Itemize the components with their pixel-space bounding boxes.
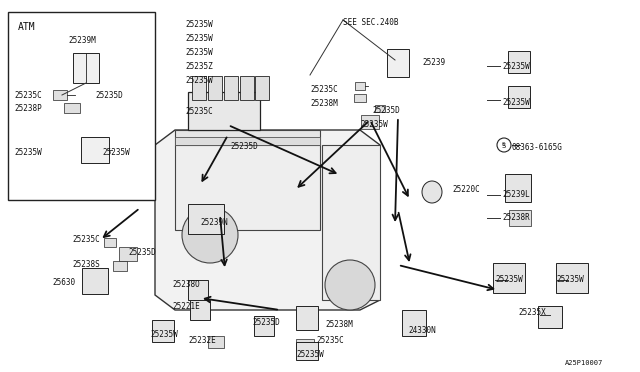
Bar [402,310,426,336]
Text: 25630: 25630 [52,278,75,287]
Polygon shape [175,130,320,145]
Bar [190,300,210,320]
Text: 25239N: 25239N [200,218,228,227]
Text: 25235C: 25235C [14,91,42,100]
Text: 25238M: 25238M [325,320,353,329]
Bar [508,51,530,73]
Bar [82,268,108,294]
Bar [8,12,155,200]
Bar [354,94,366,102]
Bar [119,247,137,261]
Bar [322,145,380,300]
Text: A25P10007: A25P10007 [565,360,604,366]
Text: 25235W: 25235W [185,48,212,57]
Text: 25239: 25239 [422,58,445,67]
Text: 25235W: 25235W [360,120,388,129]
Text: 25238R: 25238R [502,213,530,222]
Ellipse shape [422,181,442,203]
Bar [508,86,530,108]
Text: 25235D: 25235D [252,318,280,327]
Text: 25235W: 25235W [502,98,530,107]
Bar [355,82,365,90]
Text: 25235W: 25235W [296,350,324,359]
Text: 25235C: 25235C [72,235,100,244]
Bar [509,210,531,226]
Circle shape [182,207,238,263]
Text: 25238O: 25238O [172,280,200,289]
Text: 25220C: 25220C [452,185,480,194]
Bar [104,237,116,247]
Bar [296,306,318,330]
Text: 25235C: 25235C [316,336,344,345]
Bar [255,76,269,100]
Bar [152,320,174,342]
Bar [81,137,109,163]
Text: 25235W: 25235W [102,148,130,157]
Bar [254,316,274,336]
Text: 25235W: 25235W [185,76,212,85]
Bar [113,261,127,271]
Polygon shape [155,130,380,310]
Bar [240,76,254,100]
Text: 25235W: 25235W [185,34,212,43]
Bar [192,76,206,100]
Bar [175,145,320,230]
Text: 25232E: 25232E [188,336,216,345]
Text: 25238S: 25238S [72,260,100,269]
Bar [296,339,314,353]
Text: 25235X: 25235X [518,308,546,317]
Text: 25235W: 25235W [14,148,42,157]
Text: 25221E: 25221E [172,302,200,311]
Bar [53,90,67,100]
Bar [493,263,525,293]
Bar [188,92,260,130]
Text: 25239L: 25239L [502,190,530,199]
Text: 25235C: 25235C [185,107,212,116]
Text: 25235W: 25235W [502,62,530,71]
Bar [224,76,238,100]
Text: SEE SEC.240B: SEE SEC.240B [343,18,399,27]
Polygon shape [178,148,318,175]
Bar [73,53,99,83]
Text: 25235W: 25235W [495,275,523,284]
Bar [505,174,531,202]
Text: 25239M: 25239M [68,36,96,45]
Bar [387,49,409,77]
Bar [175,137,320,145]
Bar [188,280,208,300]
Text: 25238P: 25238P [14,104,42,113]
Text: 25235Z: 25235Z [185,62,212,71]
Text: 25235W: 25235W [185,20,212,29]
Text: S: S [501,143,505,149]
Bar [208,76,222,100]
Bar [375,105,385,112]
Text: 25235W: 25235W [150,330,178,339]
Text: S: S [502,142,506,148]
Circle shape [325,260,375,310]
Bar [208,336,224,348]
Text: 25235C: 25235C [310,85,338,94]
Circle shape [497,138,511,152]
Bar [188,204,224,234]
Bar [361,115,379,129]
Bar [64,103,80,113]
Bar [538,306,562,328]
Text: 25235W: 25235W [556,275,584,284]
Bar [556,263,588,293]
Text: 25235D: 25235D [230,142,258,151]
Text: ATM: ATM [18,22,36,32]
Text: 25235D: 25235D [128,248,156,257]
Text: 25235D: 25235D [95,91,123,100]
Text: 08363-6165G: 08363-6165G [511,143,562,152]
Text: 25238M: 25238M [310,99,338,108]
Bar [296,342,318,360]
Text: 24330N: 24330N [408,326,436,335]
Text: 25235D: 25235D [372,106,400,115]
